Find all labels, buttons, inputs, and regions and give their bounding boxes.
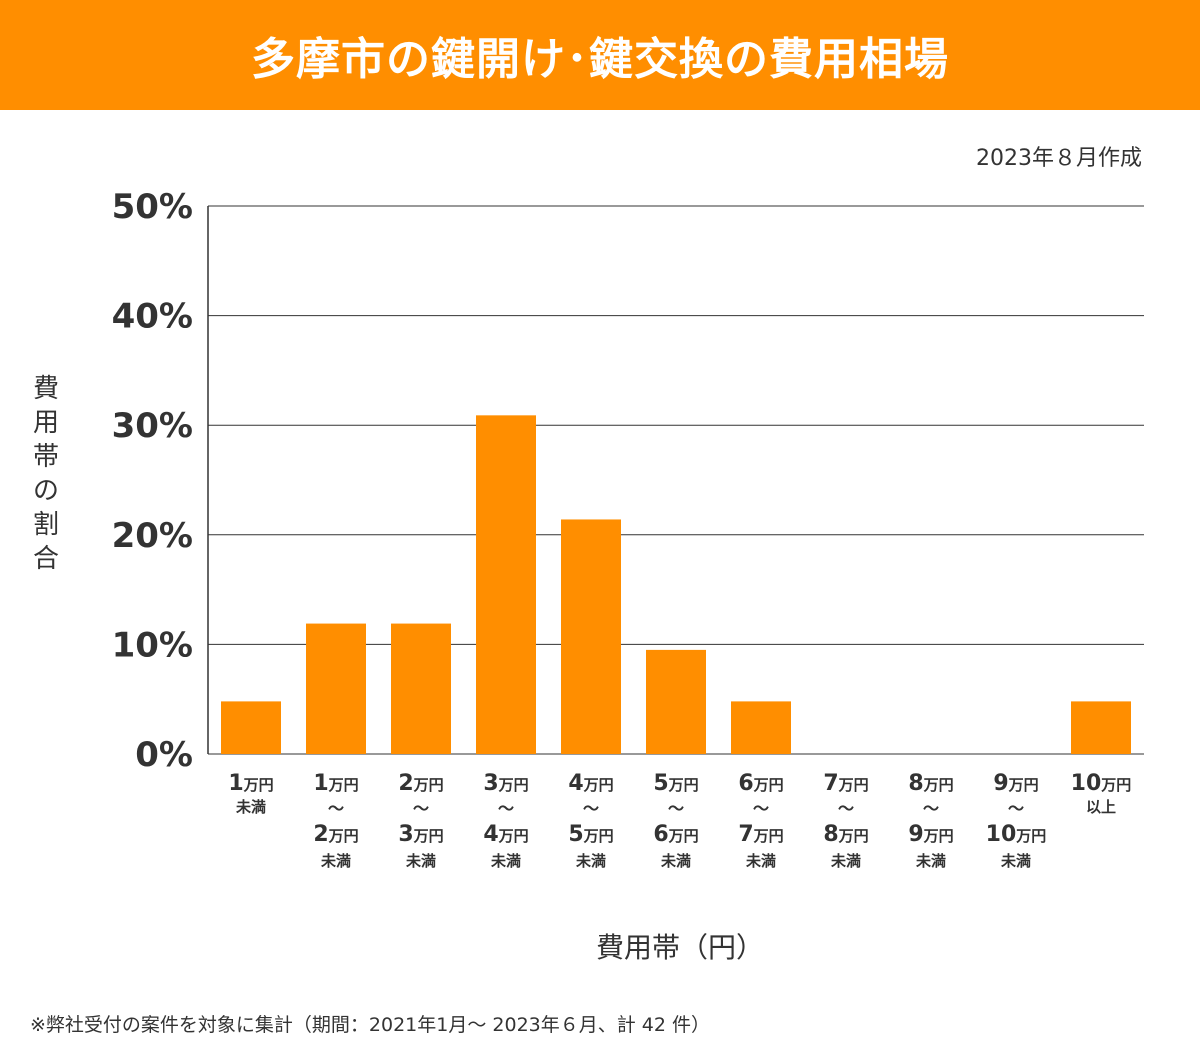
- x-tick-label: 未満: [660, 852, 691, 870]
- y-axis-label-char: の: [32, 476, 59, 506]
- x-tick-label: 6万円: [653, 822, 698, 847]
- bar: [221, 701, 281, 754]
- x-tick-label: 7万円: [738, 822, 783, 847]
- x-tick-label: ～: [498, 799, 514, 818]
- x-tick-label: 未満: [830, 852, 861, 870]
- bar: [476, 415, 536, 754]
- y-tick-label: 30%: [112, 406, 193, 446]
- x-axis-title: 費用帯（円）: [595, 931, 764, 964]
- x-tick-label: 4万円: [568, 771, 613, 796]
- x-tick-label: 3万円: [483, 771, 528, 796]
- y-tick-label: 50%: [112, 187, 193, 227]
- x-tick-label: ～: [413, 799, 429, 818]
- x-tick-label: 1万円: [313, 771, 358, 796]
- x-tick-label: ～: [753, 799, 769, 818]
- x-tick-label: 5万円: [568, 822, 613, 847]
- x-tick-label: 未満: [235, 798, 266, 816]
- x-tick-label: 以上: [1086, 798, 1116, 816]
- y-axis-label-char: 費: [32, 374, 59, 404]
- y-axis-label-char: 合: [32, 544, 59, 574]
- x-tick-label: 8万円: [908, 771, 953, 796]
- y-axis-label-char: 割: [32, 510, 59, 540]
- x-tick-label: ～: [328, 799, 344, 818]
- y-tick-label: 20%: [112, 516, 193, 556]
- x-tick-label: 未満: [915, 852, 946, 870]
- created-date: 2023年８月作成: [976, 146, 1142, 171]
- bar: [306, 623, 366, 754]
- x-tick-label: 未満: [745, 852, 776, 870]
- x-tick-label: 9万円: [993, 771, 1038, 796]
- bar: [391, 623, 451, 754]
- chart-title: 多摩市の鍵開け･鍵交換の費用相場: [251, 34, 949, 85]
- bar: [646, 649, 706, 754]
- bar: [731, 701, 791, 754]
- x-tick-label: 10万円: [986, 822, 1047, 847]
- x-tick-label: ～: [583, 799, 599, 818]
- header-banner: 多摩市の鍵開け･鍵交換の費用相場: [0, 0, 1200, 110]
- x-tick-label: 未満: [575, 852, 606, 870]
- x-tick-label: 8万円: [823, 822, 868, 847]
- x-tick-label: 未満: [1000, 852, 1031, 870]
- x-tick-label: 6万円: [738, 771, 783, 796]
- footnote: ※弊社受付の案件を対象に集計（期間：2021年1月～ 2023年６月、計 42 …: [30, 1014, 711, 1036]
- x-tick-label: ～: [923, 799, 939, 818]
- x-tick-label: ～: [838, 799, 854, 818]
- x-tick-label: 5万円: [653, 771, 698, 796]
- y-axis-label-char: 用: [32, 408, 59, 438]
- x-tick-label: 2万円: [398, 771, 443, 796]
- bar: [561, 519, 621, 754]
- y-axis-label: 費 用 帯 の 割 合: [26, 372, 66, 576]
- bar: [1071, 701, 1131, 754]
- x-tick-label: ～: [1008, 799, 1024, 818]
- x-tick-label: 10万円: [1071, 771, 1132, 796]
- x-tick-label: 9万円: [908, 822, 953, 847]
- x-tick-label: 未満: [320, 852, 351, 870]
- y-tick-label: 0%: [135, 735, 193, 775]
- x-tick-label: ～: [668, 799, 684, 818]
- y-tick-label: 40%: [112, 297, 193, 337]
- x-tick-label: 7万円: [823, 771, 868, 796]
- x-tick-label: 1万円: [228, 771, 273, 796]
- y-axis-label-char: 帯: [32, 442, 59, 472]
- x-tick-label: 未満: [405, 852, 436, 870]
- x-tick-label: 4万円: [483, 822, 528, 847]
- x-tick-label: 2万円: [313, 822, 358, 847]
- x-tick-label: 未満: [490, 852, 521, 870]
- x-tick-label: 3万円: [398, 822, 443, 847]
- y-tick-label: 10%: [112, 625, 193, 665]
